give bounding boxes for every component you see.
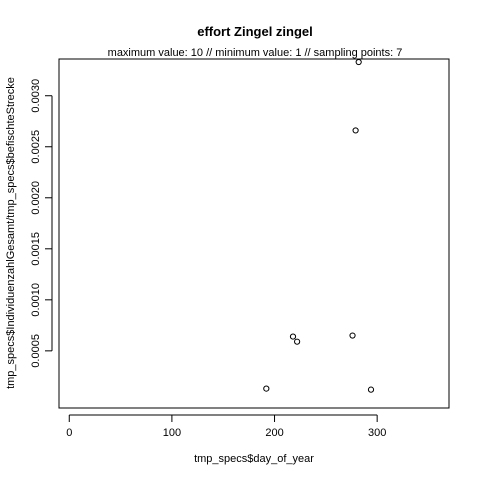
scatter-point [349,332,356,339]
scatter-point [289,333,297,340]
data-points [263,58,375,393]
y-tick-label: 0.0030 [30,79,42,113]
x-axis-label: tmp_specs$day_of_year [194,453,314,465]
y-tick-label: 0.0025 [30,130,42,164]
y-axis-label: tmp_specs$IndividuenzahlGesamt/tmp_specs… [5,77,17,389]
y-tick-label: 0.0005 [30,334,42,368]
chart-subtitle: maximum value: 10 // minimum value: 1 //… [108,47,403,59]
scatter-point [355,58,362,66]
x-tick-label: 100 [163,427,181,439]
plot-frame [58,58,450,409]
y-tick-label: 0.0015 [30,232,42,266]
y-axis: 0.0005 0.0010 0.0015 0.0020 0.0025 0.0030 [30,79,53,368]
x-axis: 0 100 200 300 [66,414,386,439]
x-tick-label: 200 [265,427,283,439]
scatter-point [352,127,359,134]
scatter-point [263,385,270,392]
y-tick-label: 0.0010 [30,283,42,317]
y-tick-label: 0.0020 [30,181,42,215]
chart-title: effort Zingel zingel [197,24,313,39]
x-tick-label: 0 [66,427,72,439]
x-tick-label: 300 [368,427,386,439]
scatter-point [294,338,301,345]
scatter-point [367,386,375,393]
